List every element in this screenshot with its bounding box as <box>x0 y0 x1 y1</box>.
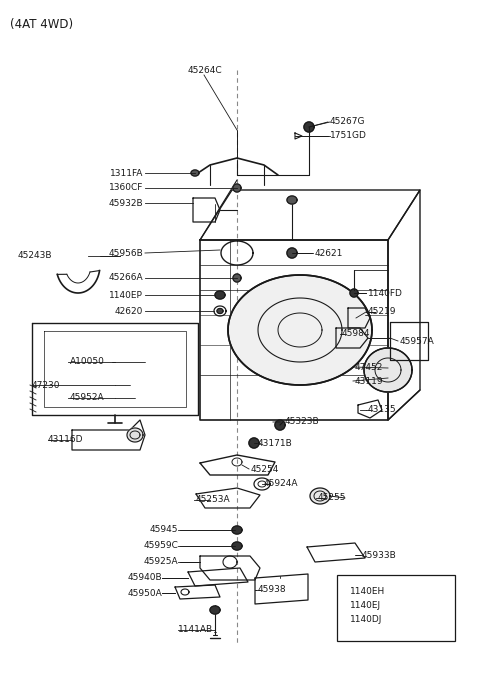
Polygon shape <box>392 624 400 632</box>
Text: 45323B: 45323B <box>285 417 320 426</box>
Polygon shape <box>217 308 223 313</box>
Text: 43116D: 43116D <box>48 436 84 445</box>
Text: 45266A: 45266A <box>108 274 143 283</box>
Polygon shape <box>275 420 285 430</box>
Text: (4AT 4WD): (4AT 4WD) <box>10 18 73 31</box>
Text: 45950A: 45950A <box>127 588 162 597</box>
Text: 1140DJ: 1140DJ <box>350 614 383 624</box>
Text: 45243B: 45243B <box>18 251 52 261</box>
Polygon shape <box>233 274 241 282</box>
Text: 45984: 45984 <box>342 330 371 338</box>
Text: 1140FD: 1140FD <box>368 289 403 298</box>
Text: 45956B: 45956B <box>108 249 143 257</box>
Text: 1141AB: 1141AB <box>178 626 213 635</box>
Text: 45267G: 45267G <box>330 118 365 127</box>
Text: 1140EP: 1140EP <box>109 291 143 300</box>
Polygon shape <box>191 170 199 176</box>
Text: 45254: 45254 <box>251 464 279 473</box>
Polygon shape <box>232 526 242 534</box>
Text: 42621: 42621 <box>315 249 343 257</box>
Text: 1140EH: 1140EH <box>350 586 385 595</box>
Polygon shape <box>127 428 143 442</box>
Text: 45255: 45255 <box>318 494 347 503</box>
Polygon shape <box>287 196 297 204</box>
Text: 45932B: 45932B <box>108 198 143 208</box>
Text: 47230: 47230 <box>32 381 60 390</box>
Text: 1311FA: 1311FA <box>109 168 143 178</box>
Text: 45933B: 45933B <box>362 550 397 560</box>
Polygon shape <box>215 291 225 299</box>
Polygon shape <box>228 275 372 385</box>
Text: 45959C: 45959C <box>143 541 178 550</box>
Bar <box>337 575 455 641</box>
Text: 45925A: 45925A <box>144 558 178 567</box>
Polygon shape <box>249 438 259 448</box>
Text: 45938: 45938 <box>258 586 287 595</box>
Text: 45952A: 45952A <box>70 394 105 402</box>
Text: 45253A: 45253A <box>196 496 230 505</box>
Text: 45924A: 45924A <box>264 479 299 488</box>
Text: 45219: 45219 <box>368 308 396 317</box>
Text: 1751GD: 1751GD <box>330 131 367 140</box>
Text: 43171B: 43171B <box>258 439 293 447</box>
Polygon shape <box>310 488 330 504</box>
Polygon shape <box>350 289 358 297</box>
Polygon shape <box>232 542 242 550</box>
Polygon shape <box>210 606 220 614</box>
Polygon shape <box>364 348 412 392</box>
Polygon shape <box>304 122 314 132</box>
Text: 45940B: 45940B <box>127 573 162 582</box>
Polygon shape <box>287 248 297 258</box>
Text: 1140EJ: 1140EJ <box>350 601 381 609</box>
Polygon shape <box>233 184 241 192</box>
Text: 43119: 43119 <box>355 377 384 385</box>
Text: 43135: 43135 <box>368 405 396 415</box>
Text: 42620: 42620 <box>115 306 143 315</box>
Text: 45264C: 45264C <box>188 66 222 75</box>
Text: 45945: 45945 <box>149 526 178 535</box>
Text: 1360CF: 1360CF <box>108 183 143 193</box>
Text: 45957A: 45957A <box>400 336 435 345</box>
Text: A10050: A10050 <box>70 358 105 366</box>
Text: 47452: 47452 <box>355 362 384 372</box>
